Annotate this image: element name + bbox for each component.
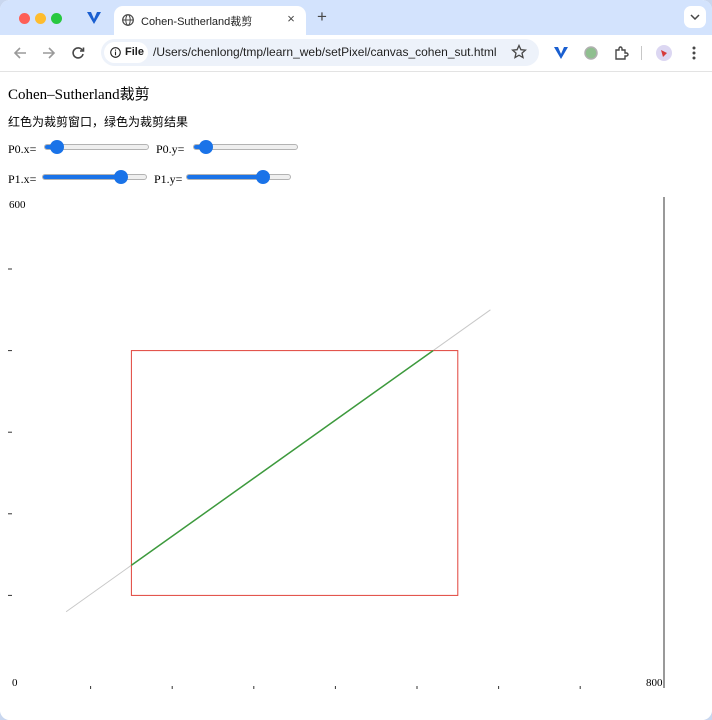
p1y-slider[interactable] bbox=[186, 170, 291, 184]
clipping-canvas: 600 0 800 bbox=[8, 197, 665, 689]
tab-search-button[interactable] bbox=[684, 6, 706, 28]
p1y-slider-fill bbox=[187, 175, 263, 179]
p0x-slider[interactable] bbox=[44, 140, 149, 154]
vivaldi-extension-icon[interactable] bbox=[551, 43, 571, 63]
back-arrow-icon bbox=[13, 47, 26, 59]
p1y-slider-thumb[interactable] bbox=[255, 170, 270, 184]
profile-icon[interactable] bbox=[654, 43, 674, 63]
active-tab[interactable]: Cohen-Sutherland裁剪 × bbox=[114, 6, 306, 35]
back-button[interactable] bbox=[10, 43, 30, 63]
forward-button[interactable] bbox=[39, 43, 59, 63]
x-max-label: 800 bbox=[646, 677, 663, 689]
site-info-chip[interactable]: File bbox=[104, 42, 148, 63]
p1x-slider-fill bbox=[43, 175, 121, 179]
page-description: 红色为裁剪窗口，绿色为裁剪结果 bbox=[8, 115, 189, 129]
p0y-slider[interactable] bbox=[193, 140, 298, 154]
tab-strip: Cohen-Sutherland裁剪 × + bbox=[0, 0, 712, 35]
p1x-label: P1.x= bbox=[8, 172, 37, 186]
p1x-slider[interactable] bbox=[42, 170, 147, 184]
window-close-button[interactable] bbox=[19, 13, 30, 24]
p0y-label: P0.y= bbox=[156, 142, 185, 156]
star-icon[interactable] bbox=[511, 44, 527, 60]
reload-icon bbox=[72, 47, 85, 59]
p0y-slider-thumb[interactable] bbox=[198, 140, 213, 154]
info-icon bbox=[110, 47, 121, 58]
forward-arrow-icon bbox=[43, 47, 56, 59]
extension-icon[interactable] bbox=[581, 43, 601, 63]
window-minimize-button[interactable] bbox=[35, 13, 46, 24]
tab-close-button[interactable]: × bbox=[287, 11, 295, 26]
clipped-segment bbox=[130, 349, 434, 566]
url-text[interactable]: /Users/chenlong/tmp/learn_web/setPixel/c… bbox=[153, 45, 497, 59]
page-title: Cohen–Sutherland裁剪 bbox=[8, 87, 150, 103]
p0x-slider-thumb[interactable] bbox=[49, 140, 64, 154]
toolbar-divider bbox=[641, 46, 642, 60]
new-tab-button[interactable]: + bbox=[317, 7, 327, 26]
window-maximize-button[interactable] bbox=[51, 13, 62, 24]
page-content: Cohen–Sutherland裁剪 红色为裁剪窗口，绿色为裁剪结果 P0.x=… bbox=[0, 72, 712, 720]
p0x-label: P0.x= bbox=[8, 142, 37, 156]
more-icon[interactable] bbox=[684, 43, 704, 63]
p1y-label: P1.y= bbox=[154, 172, 183, 186]
vivaldi-icon[interactable] bbox=[82, 6, 106, 30]
reload-button[interactable] bbox=[68, 43, 88, 63]
p1x-slider-thumb[interactable] bbox=[113, 170, 128, 184]
clip-window bbox=[130, 350, 459, 596]
puzzle-icon[interactable] bbox=[611, 43, 631, 63]
globe-icon bbox=[122, 14, 134, 26]
p1x-slider-track bbox=[42, 174, 147, 180]
tab-title: Cohen-Sutherland裁剪 bbox=[141, 16, 253, 28]
address-bar[interactable]: File /Users/chenlong/tmp/learn_web/setPi… bbox=[101, 39, 539, 66]
chevron-down-icon bbox=[690, 14, 700, 20]
origin-label: 0 bbox=[12, 677, 18, 689]
p1y-slider-track bbox=[186, 174, 291, 180]
toolbar: File /Users/chenlong/tmp/learn_web/setPi… bbox=[0, 35, 712, 72]
scheme-label: File bbox=[125, 46, 144, 58]
y-max-label: 600 bbox=[9, 199, 26, 211]
